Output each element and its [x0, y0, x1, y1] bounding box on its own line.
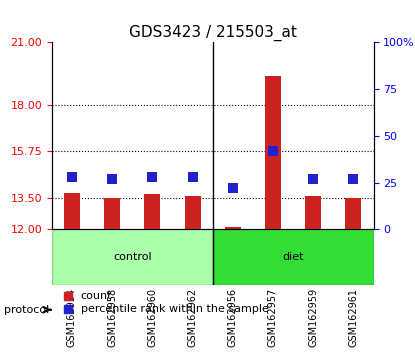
Text: diet: diet [282, 252, 304, 262]
Bar [305, 196, 321, 229]
Text: control: control [113, 252, 151, 262]
Point [68, 174, 75, 180]
Point [310, 176, 317, 182]
FancyBboxPatch shape [213, 229, 374, 285]
Bar [345, 198, 361, 229]
Text: percentile rank within the sample: percentile rank within the sample [81, 304, 269, 314]
Bar [144, 194, 161, 229]
Point [350, 176, 357, 182]
Point [189, 174, 196, 180]
Point [65, 293, 71, 298]
Bar [225, 227, 241, 229]
Text: protocol: protocol [4, 305, 49, 315]
Point [229, 185, 236, 191]
Point [109, 176, 115, 182]
Bar [64, 193, 80, 229]
Point [270, 148, 276, 154]
Bar [185, 196, 200, 229]
Point [65, 306, 71, 312]
Title: GDS3423 / 215503_at: GDS3423 / 215503_at [129, 25, 297, 41]
Bar [265, 76, 281, 229]
FancyBboxPatch shape [52, 229, 213, 285]
Text: count: count [81, 291, 112, 301]
Point [149, 174, 156, 180]
Bar [104, 198, 120, 229]
